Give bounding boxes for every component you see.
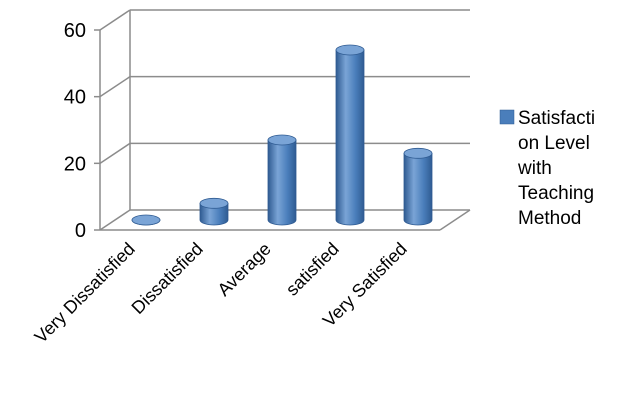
bar-body — [403, 152, 433, 226]
legend-label-line: on Level — [518, 133, 590, 154]
floor-right-edge — [439, 209, 471, 231]
bars — [131, 44, 433, 226]
bar-1 — [199, 197, 229, 226]
bar-top-cap — [335, 44, 365, 56]
legend-label-line: Method — [518, 208, 581, 229]
bar-2 — [267, 134, 297, 226]
legend: Satisfacti on Level with Teaching Method — [499, 108, 595, 229]
y-tick-label: 40 — [64, 87, 86, 109]
bar-body — [267, 139, 297, 226]
y-tick-label: 60 — [64, 20, 86, 42]
legend-label-line: Teaching — [518, 183, 594, 204]
bar-body — [335, 49, 365, 226]
gridline-diagonal — [99, 9, 131, 31]
y-tick-label: 20 — [64, 153, 86, 175]
bar-body — [199, 202, 229, 226]
chart-walls — [94, 9, 471, 231]
gridline-diagonal — [99, 209, 131, 231]
legend-swatch — [499, 109, 515, 125]
x-tick-label: satisfied — [282, 239, 343, 300]
x-tick-label: Average — [214, 239, 275, 300]
bar-top-cap — [403, 147, 433, 159]
x-tick-label: Very Dissatisfied — [31, 239, 139, 347]
bar-0 — [131, 214, 161, 226]
bar-3 — [335, 44, 365, 226]
legend-label-line: Satisfacti — [518, 108, 595, 129]
bar-4 — [403, 147, 433, 226]
legend-label: Satisfacti on Level with Teaching Method — [517, 108, 595, 229]
gridline-diagonal — [99, 76, 131, 98]
legend-label-line: with — [517, 158, 552, 179]
y-tick-label: 0 — [75, 220, 86, 242]
y-axis-ticks: 0 20 40 60 — [64, 20, 86, 242]
bar-top-cap — [267, 134, 297, 146]
bar-top-cap — [131, 214, 161, 226]
x-tick-label: Dissatisfied — [128, 239, 207, 318]
gridline-diagonal — [99, 142, 131, 164]
bar-top-cap — [199, 197, 229, 209]
